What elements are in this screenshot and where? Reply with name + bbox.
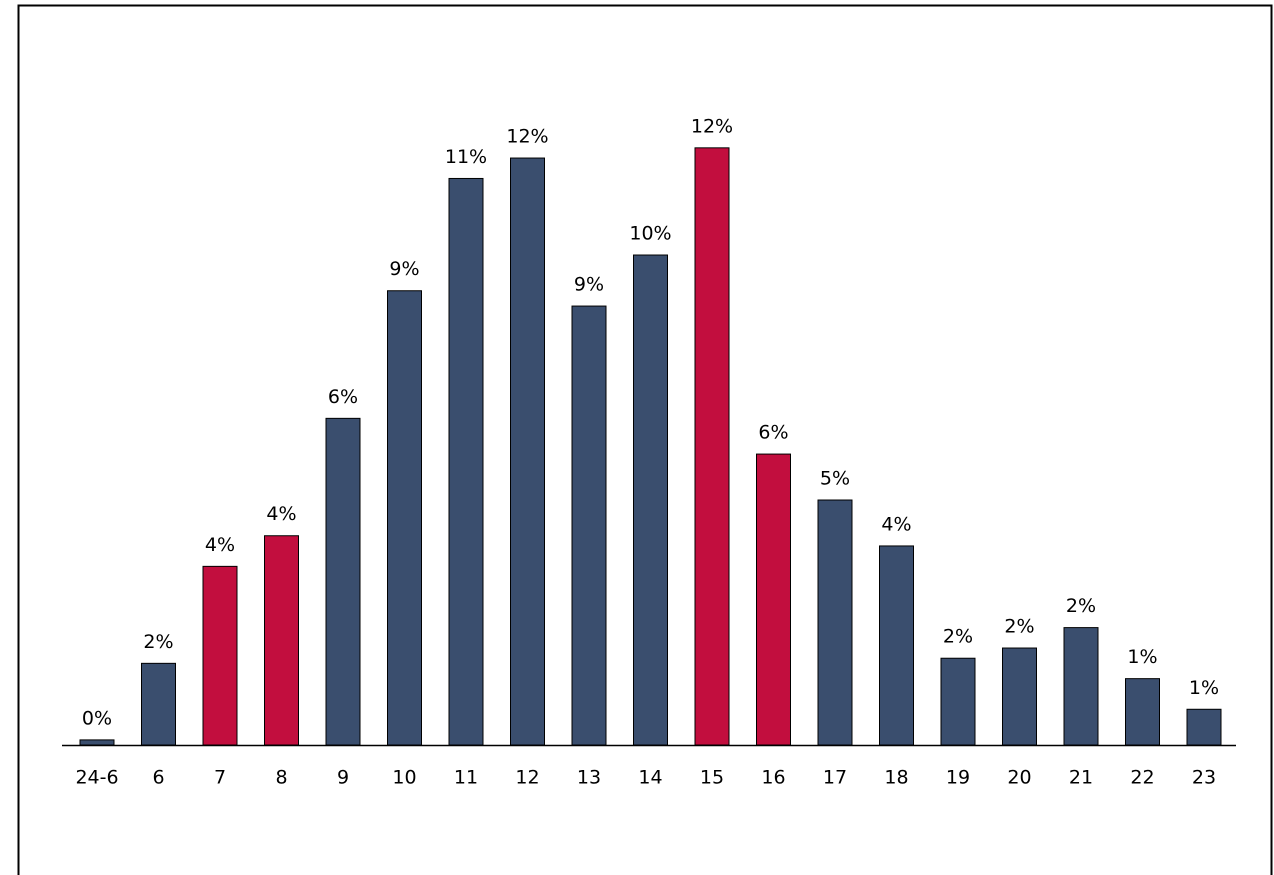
bar: [694, 147, 730, 746]
bar: [879, 545, 914, 746]
x-tick-label: 21: [1069, 767, 1093, 789]
x-tick-label: 11: [454, 767, 478, 789]
value-label: 1%: [1189, 677, 1219, 699]
value-label: 5%: [820, 468, 850, 490]
x-tick-label: 22: [1130, 767, 1154, 789]
x-tick-label: 14: [638, 767, 662, 789]
value-label: 6%: [328, 386, 358, 408]
bar: [387, 290, 422, 746]
bar: [817, 499, 853, 746]
x-tick-label: 16: [761, 767, 785, 789]
value-label: 4%: [881, 513, 911, 535]
value-label: 2%: [143, 631, 173, 653]
value-label: 9%: [389, 258, 419, 280]
x-tick-label: 13: [577, 767, 601, 789]
bar: [264, 535, 299, 746]
x-tick-label: 7: [214, 767, 226, 789]
value-label: 9%: [574, 274, 604, 296]
value-label: 1%: [1127, 646, 1157, 668]
bar: [79, 739, 115, 746]
value-label: 2%: [1004, 616, 1034, 638]
value-label: 10%: [629, 223, 671, 245]
value-label: 4%: [266, 503, 296, 525]
value-label: 0%: [82, 707, 112, 729]
bar: [571, 305, 607, 746]
bar: [448, 177, 484, 746]
bar: [1186, 708, 1222, 746]
bar: [633, 254, 668, 746]
x-tick-label: 18: [884, 767, 908, 789]
chart-frame: [17, 4, 1273, 875]
bar: [202, 565, 238, 746]
x-tick-label: 12: [515, 767, 539, 789]
value-label: 4%: [205, 534, 235, 556]
x-tick-label: 17: [823, 767, 847, 789]
bar: [510, 157, 545, 746]
x-tick-label: 15: [700, 767, 724, 789]
value-label: 6%: [758, 422, 788, 444]
x-tick-label: 8: [275, 767, 287, 789]
x-tick-label: 20: [1007, 767, 1031, 789]
bar: [1002, 647, 1037, 746]
bar: [325, 417, 361, 746]
x-tick-label: 19: [946, 767, 970, 789]
bar: [1063, 627, 1099, 746]
bar: [1125, 678, 1160, 746]
value-label: 2%: [943, 626, 973, 648]
x-tick-label: 10: [392, 767, 416, 789]
x-tick-label: 24-6: [75, 767, 118, 789]
bar: [756, 453, 791, 746]
value-label: 12%: [691, 115, 733, 137]
x-tick-label: 6: [152, 767, 164, 789]
x-tick-label: 23: [1192, 767, 1216, 789]
value-label: 2%: [1066, 595, 1096, 617]
bar: [940, 657, 976, 746]
bar: [141, 662, 176, 746]
x-tick-label: 9: [337, 767, 349, 789]
value-label: 12%: [506, 126, 548, 148]
value-label: 11%: [445, 146, 487, 168]
